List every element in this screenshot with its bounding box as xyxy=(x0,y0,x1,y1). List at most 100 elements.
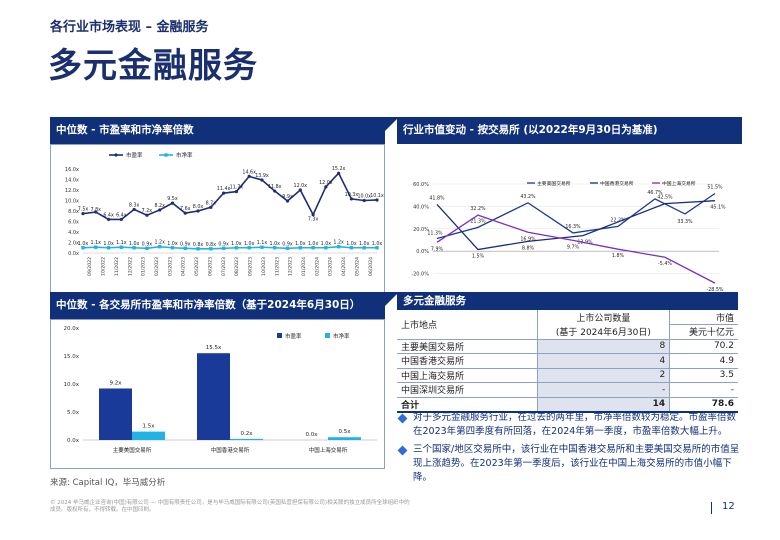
header-location: 上市地点 xyxy=(397,310,537,340)
x-tick-label: 10/2023 xyxy=(261,257,267,276)
row-value: - xyxy=(669,382,738,398)
series-line-1 xyxy=(436,200,716,251)
y-tick-label: 0.0% xyxy=(416,249,429,255)
pb-point xyxy=(285,246,290,250)
section-subtitle: 各行业市场表现 – 金融服务 xyxy=(50,20,209,35)
bullet-item: 三个国家/地区交易所中，该行业在中国香港交易所和主要美国交易所的市值呈现上涨趋势… xyxy=(397,443,742,485)
pe-point xyxy=(375,198,379,202)
y-tick-label: 5.0x xyxy=(67,410,80,416)
market-cap-panel: 行业市值变动 - 按交易所 (以2022年9月30日为基准) 60.0% 40.0… xyxy=(397,117,742,310)
pb-point xyxy=(170,246,175,250)
data-label: 0.9x xyxy=(282,241,293,247)
data-label: 7.8x xyxy=(91,207,102,213)
legend-label-pb: 市净率 xyxy=(333,332,350,340)
x-tick-label: 04/2024 xyxy=(341,257,347,276)
data-label: 9.5x xyxy=(167,196,178,202)
data-label: 46.7% xyxy=(647,190,663,196)
pe-point xyxy=(247,174,251,178)
pe-point xyxy=(209,205,213,209)
x-tick-label: 05/2024 xyxy=(354,257,360,276)
series-line-pe xyxy=(82,171,378,221)
y-tick-label: 20.0% xyxy=(413,227,429,233)
data-label: 1.0x xyxy=(78,241,89,247)
series-line-2 xyxy=(436,214,716,284)
data-label: 7.9% xyxy=(431,246,444,252)
data-label: 8.8% xyxy=(522,245,535,251)
table-row: 中国深圳交易所 - - xyxy=(397,382,738,398)
data-label: 11.7x xyxy=(230,185,244,191)
data-label: 21.3% xyxy=(470,218,486,224)
header-count-line2: (基于 2024年6月30日) xyxy=(536,324,671,340)
legend-label-0: 主要美国交易所 xyxy=(537,180,571,187)
bar-pb xyxy=(230,438,263,440)
data-label: 11.3% xyxy=(427,231,443,237)
bar-label: 0.0x xyxy=(305,432,318,438)
x-tick-label: 08/2023 xyxy=(234,257,240,276)
data-label: 16.9% xyxy=(520,236,536,242)
table-header-row2: (基于 2024年6月30日) 美元十亿元 xyxy=(397,324,738,340)
bullet-item: 对于多元金融服务行业，在过去的两年里，市净率倍数较为稳定。市盈率倍数在2023年… xyxy=(397,411,742,439)
row-count: 2 xyxy=(536,368,671,383)
data-label: 7.3x xyxy=(308,217,319,223)
bar-label: 15.5x xyxy=(206,345,222,351)
data-label: 42.5% xyxy=(657,195,673,201)
x-category-label: 主要美国交易所 xyxy=(113,446,152,454)
pe-point xyxy=(337,171,341,175)
total-value: 78.6 xyxy=(669,397,738,413)
y-tick-label: 20.0x xyxy=(63,326,79,332)
data-label: 41.8% xyxy=(429,195,445,201)
pe-point xyxy=(349,197,354,201)
source-note: 来源: Capital IQ，毕马威分析 xyxy=(50,478,166,488)
row-name: 主要美国交易所 xyxy=(397,339,537,354)
data-label: 0.8x xyxy=(206,242,217,248)
data-label: 45.1% xyxy=(710,205,726,211)
data-label: 43.2% xyxy=(520,194,536,200)
data-label: 1.2x xyxy=(333,240,344,246)
row-count: - xyxy=(536,382,671,398)
data-label: 8.3x xyxy=(129,202,140,208)
series-line-pb xyxy=(82,245,377,250)
diamond-bullet-icon xyxy=(397,445,408,456)
y-tick-label: 6.0x xyxy=(68,220,79,226)
pb-point xyxy=(324,246,328,250)
data-label: 22.2% xyxy=(610,217,626,223)
data-label: 1.0x xyxy=(295,241,306,247)
y-tick-label: 0.0x xyxy=(68,251,79,257)
pe-point xyxy=(324,185,328,189)
total-count: 14 xyxy=(536,397,671,413)
pe-point xyxy=(285,199,290,203)
y-tick-label: 10.0x xyxy=(63,382,79,388)
pe-point xyxy=(119,217,123,221)
panel-title-pe-pb: 中位数 - 市盈率和市净率倍数 xyxy=(50,117,385,144)
data-label: 1.0x xyxy=(244,241,255,247)
pb-point xyxy=(183,246,187,250)
y-tick-label: 4.0x xyxy=(68,230,79,236)
x-tick-label: 01/2024 xyxy=(301,257,307,276)
data-label: 12.0x xyxy=(319,180,333,186)
row-name: 中国深圳交易所 xyxy=(397,382,537,398)
pe-point xyxy=(196,209,200,213)
data-label: 0.9x xyxy=(142,241,153,247)
pb-point xyxy=(298,246,303,250)
data-label: 1.5% xyxy=(472,254,485,260)
data-label: 1.8% xyxy=(612,253,625,259)
pb-point xyxy=(119,245,124,249)
data-label: 9.9x xyxy=(282,194,293,200)
bar-label: 0.2x xyxy=(240,431,253,437)
pe-point xyxy=(81,212,85,216)
data-label: 14.6x xyxy=(242,169,256,175)
x-tick-label: 06/2023 xyxy=(207,257,213,276)
data-label: 11.4x xyxy=(217,186,231,192)
y-tick-label: 15.0x xyxy=(63,354,79,360)
pe-point xyxy=(311,213,315,217)
x-tick-label: 07/2023 xyxy=(221,257,227,276)
data-label: 1.1x xyxy=(116,240,127,246)
data-label: 1.0x xyxy=(321,241,332,247)
y-tick-label: 60.0% xyxy=(413,182,429,188)
pb-point xyxy=(247,246,251,250)
row-value: 4.9 xyxy=(669,353,738,369)
x-tick-label: 03/2024 xyxy=(328,257,334,276)
pe-point xyxy=(222,191,226,195)
row-name: 中国上海交易所 xyxy=(397,368,537,383)
y-tick-label: 2.0x xyxy=(68,241,79,247)
